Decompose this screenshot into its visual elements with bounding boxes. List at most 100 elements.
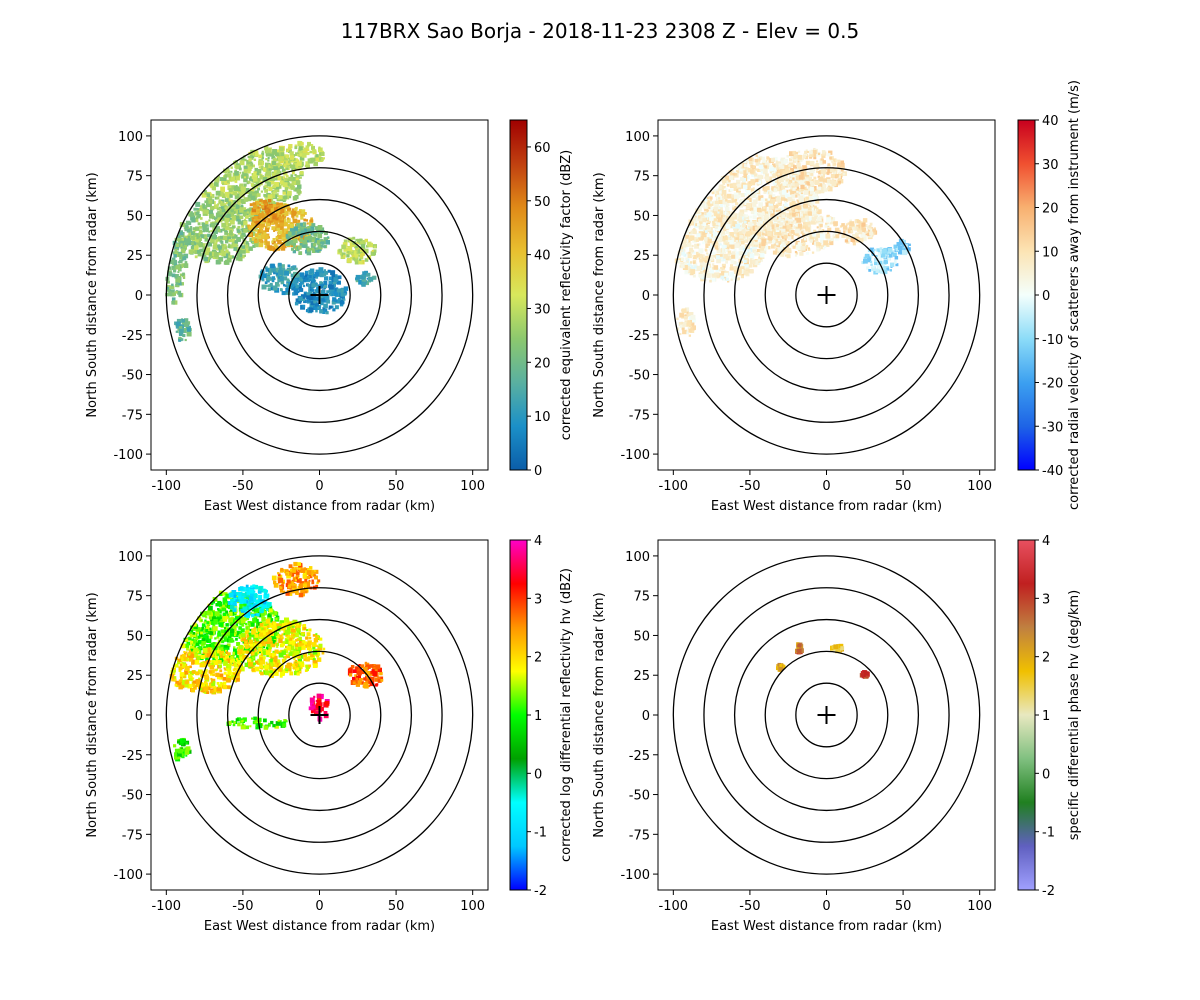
echo-pixel — [272, 636, 278, 642]
echo-pixel — [828, 184, 831, 187]
echo-pixel — [787, 183, 792, 188]
echo-pixel — [265, 284, 268, 287]
echo-pixel — [865, 230, 869, 234]
echo-pixel — [749, 169, 754, 174]
echo-pixel — [300, 294, 306, 299]
echo-pixel — [774, 168, 779, 173]
echo-pixel — [355, 274, 361, 280]
echo-pixel — [319, 281, 323, 285]
echo-pixel — [272, 184, 277, 189]
echo-pixel — [714, 220, 720, 226]
echo-pixel — [181, 238, 184, 241]
echo-pixel — [749, 243, 753, 247]
echo-pixel — [215, 212, 220, 217]
echo-pixel — [171, 273, 176, 278]
echo-pixel — [260, 204, 265, 209]
echo-pixel — [250, 238, 253, 241]
echo-pixel — [336, 288, 341, 293]
echo-pixel — [771, 209, 775, 213]
echo-pixel — [272, 248, 277, 252]
echo-pixel — [704, 279, 707, 282]
echo-pixel — [258, 242, 264, 248]
echo-pixel — [259, 213, 264, 218]
echo-pixel — [243, 197, 249, 202]
echo-pixel — [296, 274, 300, 279]
echo-pixel — [315, 276, 319, 279]
echo-pixel — [320, 244, 324, 248]
echo-pixel — [251, 173, 254, 176]
echo-pixel — [364, 258, 369, 262]
echo-pixel — [847, 228, 853, 234]
echo-pixel — [803, 200, 809, 206]
echo-pixel — [821, 216, 824, 219]
echo-pixel — [180, 248, 186, 254]
echo-pixel — [209, 206, 215, 211]
echo-pixel — [855, 226, 859, 230]
echo-pixel — [707, 233, 712, 238]
echo-pixel — [282, 276, 288, 281]
echo-pixel — [725, 277, 729, 281]
echo-pixel — [845, 227, 850, 232]
echo-pixel — [196, 211, 200, 215]
echo-pixel — [719, 254, 724, 259]
echo-pixel — [233, 191, 238, 196]
echo-pixel — [721, 244, 726, 249]
echo-pixel — [789, 202, 795, 208]
echo-pixel — [706, 252, 709, 255]
echo-pixel — [263, 199, 267, 204]
echo-pixel — [218, 201, 221, 204]
echo-pixel — [243, 220, 248, 226]
echo-pixel — [745, 264, 749, 268]
echo-pixel — [311, 223, 316, 227]
echo-pixel — [730, 264, 733, 268]
echo-pixel — [733, 228, 738, 233]
echo-pixel — [171, 297, 176, 301]
echo-pixel — [295, 284, 299, 289]
echo-pixel — [886, 267, 890, 271]
echo-pixel — [316, 228, 321, 233]
echo-pixel — [816, 234, 820, 238]
echo-pixel — [278, 262, 282, 267]
echo-pixel — [319, 309, 324, 314]
echo-pixel — [739, 168, 743, 172]
echo-pixel — [312, 149, 317, 153]
echo-pixel — [276, 227, 281, 232]
echo-pixel — [814, 180, 820, 185]
echo-pixel — [285, 160, 290, 165]
echo-pixel — [300, 243, 306, 248]
echo-pixel — [285, 288, 290, 293]
echo-pixel — [759, 220, 763, 225]
echo-pixel — [781, 231, 786, 236]
echo-pixel — [753, 199, 758, 204]
echo-pixel — [217, 245, 222, 250]
echo-pixel — [208, 230, 211, 233]
echo-pixel — [354, 245, 358, 249]
echo-pixel — [752, 202, 757, 207]
echo-pixel — [332, 308, 336, 312]
echo-pixel — [251, 155, 255, 159]
echo-pixel — [878, 256, 882, 261]
echo-pixel — [717, 273, 722, 278]
echo-pixel — [724, 248, 728, 252]
echo-pixel — [230, 209, 234, 214]
echo-pixel — [186, 228, 191, 233]
echo-pixel — [786, 245, 789, 248]
echo-pixel — [277, 169, 280, 173]
echo-pixel — [286, 167, 289, 170]
echo-pixel — [696, 265, 702, 271]
echo-pixel — [801, 158, 804, 161]
echo-pixel — [283, 284, 286, 287]
echo-pixel — [766, 240, 769, 243]
echo-pixel — [736, 179, 741, 185]
echo-pixel — [815, 199, 820, 204]
echo-pixel — [185, 238, 190, 244]
echo-pixel — [184, 255, 187, 259]
echo-pixel — [738, 226, 743, 231]
echo-pixel — [714, 272, 720, 278]
echo-pixel — [748, 264, 753, 268]
echo-pixel — [292, 217, 295, 220]
echo-pixel — [747, 227, 750, 230]
echo-pixel — [688, 312, 694, 317]
echo-pixel — [805, 160, 810, 165]
echo-pixel — [191, 242, 197, 247]
